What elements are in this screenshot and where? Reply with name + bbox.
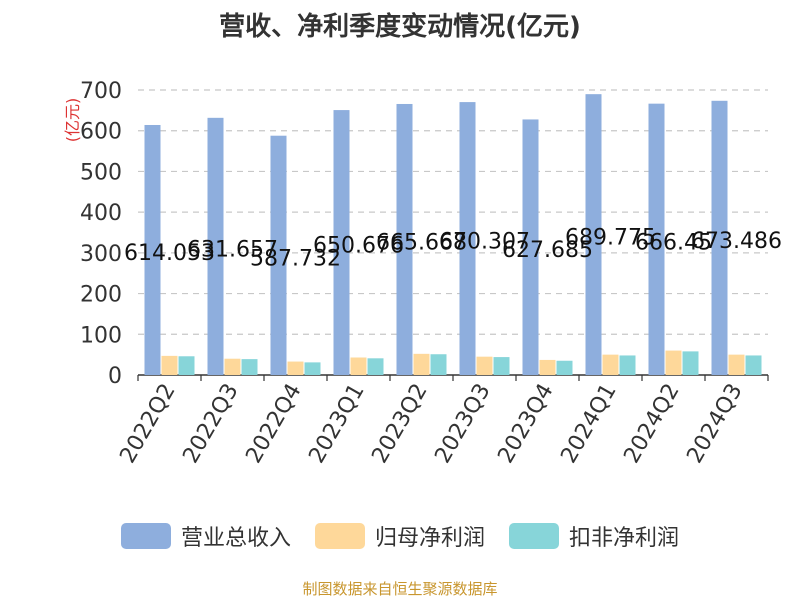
bar-s0-2023Q1 xyxy=(333,110,350,376)
bar-s2-2024Q2 xyxy=(682,351,699,375)
bar-s1-2023Q1 xyxy=(350,357,367,375)
x-tick-label-2022Q4: 2022Q4 xyxy=(241,380,306,468)
bar-s1-2023Q4 xyxy=(539,359,556,375)
data-source-note: 制图数据来自恒生聚源数据库 xyxy=(302,580,498,598)
x-tick-label-2024Q2: 2024Q2 xyxy=(619,380,684,468)
bar-s0-2022Q3 xyxy=(207,117,224,375)
bar-s0-2024Q3 xyxy=(711,100,728,375)
data-label-revenue-2023Q1: 650.676 xyxy=(313,234,404,259)
bar-s0-2023Q3 xyxy=(459,102,476,375)
bar-s0-2023Q2 xyxy=(396,103,413,375)
data-label-revenue-2022Q4: 587.732 xyxy=(250,246,341,271)
x-tick-label-2022Q3: 2022Q3 xyxy=(178,380,243,468)
bar-s1-2024Q3 xyxy=(728,354,745,375)
legend-label-net-profit: 归母净利润 xyxy=(374,526,485,551)
bar-s1-2022Q2 xyxy=(161,355,178,375)
bar-s1-2022Q4 xyxy=(287,361,304,375)
bar-s0-2024Q2 xyxy=(648,103,665,376)
bar-s0-2023Q4 xyxy=(522,119,539,375)
bar-s2-2024Q1 xyxy=(619,355,636,375)
data-label-revenue-2023Q3: 670.307 xyxy=(439,230,530,255)
data-label-revenue-2023Q4: 627.685 xyxy=(502,238,593,263)
bar-s2-2022Q3 xyxy=(241,359,258,375)
x-tick-label-2023Q2: 2023Q2 xyxy=(367,380,432,468)
legend-item-revenue[interactable]: 营业总收入 xyxy=(120,520,291,552)
bar-s2-2024Q3 xyxy=(745,355,762,375)
chart-legend: 营业总收入 归母净利润 扣非净利润 xyxy=(0,520,800,552)
chart-title: 营收、净利季度变动情况(亿元) xyxy=(219,12,581,42)
legend-swatch-net-profit xyxy=(314,523,365,549)
legend-label-deducted-profit: 扣非净利润 xyxy=(569,526,680,551)
bar-s2-2023Q2 xyxy=(430,354,447,375)
data-label-revenue-2024Q1: 689.775 xyxy=(565,226,656,251)
bar-chart: 0100200300400500600700(亿元)2022Q22022Q320… xyxy=(63,79,782,468)
legend-label-revenue: 营业总收入 xyxy=(180,526,291,551)
data-label-revenue-2022Q3: 631.657 xyxy=(187,237,278,262)
y-tick-label-100: 100 xyxy=(80,323,122,348)
data-label-revenue-2022Q2: 614.053 xyxy=(124,241,215,266)
legend-item-deducted-profit[interactable]: 扣非净利润 xyxy=(509,520,679,552)
bar-s2-2022Q2 xyxy=(178,356,195,375)
x-tick-label-2023Q1: 2023Q1 xyxy=(304,380,369,468)
y-tick-label-300: 300 xyxy=(80,242,122,267)
x-tick-label-2024Q1: 2024Q1 xyxy=(556,380,621,468)
y-tick-label-200: 200 xyxy=(80,283,122,308)
bar-s2-2022Q4 xyxy=(304,362,321,375)
y-tick-label-700: 700 xyxy=(80,79,122,104)
x-tick-label-2023Q4: 2023Q4 xyxy=(493,380,558,468)
y-tick-label-0: 0 xyxy=(108,364,122,389)
y-tick-label-500: 500 xyxy=(80,160,122,185)
legend-swatch-revenue xyxy=(120,523,171,549)
bar-s2-2023Q4 xyxy=(556,360,573,375)
y-tick-label-600: 600 xyxy=(80,120,122,145)
bar-s1-2024Q2 xyxy=(665,350,682,375)
y-tick-label-400: 400 xyxy=(80,201,122,226)
y-axis-label: (亿元) xyxy=(63,98,82,143)
data-label-revenue-2023Q2: 665.668 xyxy=(376,230,467,255)
data-label-revenue-2024Q3: 673.486 xyxy=(691,229,782,254)
x-tick-label-2024Q3: 2024Q3 xyxy=(682,380,747,468)
x-tick-label-2023Q3: 2023Q3 xyxy=(430,380,495,468)
bar-s1-2023Q2 xyxy=(413,353,430,375)
bar-s1-2024Q1 xyxy=(602,354,619,375)
bar-s0-2022Q4 xyxy=(270,135,287,375)
legend-item-net-profit[interactable]: 归母净利润 xyxy=(314,520,485,552)
x-tick-label-2022Q2: 2022Q2 xyxy=(115,380,180,468)
bar-s2-2023Q3 xyxy=(493,357,510,375)
bar-s1-2022Q3 xyxy=(224,358,241,375)
bar-s0-2022Q2 xyxy=(144,124,161,375)
bar-s2-2023Q1 xyxy=(367,358,384,375)
bar-s1-2023Q3 xyxy=(476,356,493,375)
data-label-revenue-2024Q2: 666.45 xyxy=(635,230,712,255)
bar-s0-2024Q1 xyxy=(585,94,602,376)
legend-swatch-deducted-profit xyxy=(509,523,559,549)
